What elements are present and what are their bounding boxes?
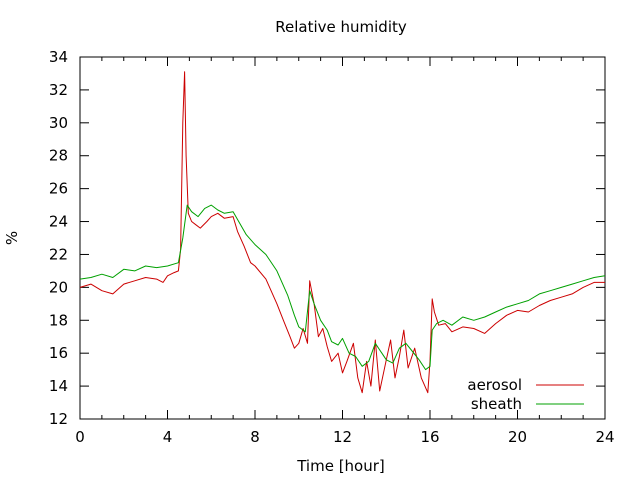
series-line-aerosol xyxy=(79,71,605,394)
y-tick-label: 34 xyxy=(49,48,68,66)
series-layer xyxy=(79,71,606,394)
y-tick-label: 16 xyxy=(49,344,68,362)
x-tick-label: 8 xyxy=(250,428,260,446)
x-tick-label: 20 xyxy=(508,428,527,446)
x-tick-label: 24 xyxy=(595,428,614,446)
chart-title: Relative humidity xyxy=(275,18,407,36)
x-tick-label: 12 xyxy=(333,428,352,446)
x-tick-label: 16 xyxy=(420,428,439,446)
legend-label-sheath: sheath xyxy=(471,395,522,413)
y-tick-label: 22 xyxy=(49,245,68,263)
plot-frame xyxy=(79,56,606,420)
series-line-sheath xyxy=(79,204,606,371)
y-tick-label: 26 xyxy=(49,180,68,198)
y-tick-label: 18 xyxy=(49,311,68,329)
x-tick-label: 4 xyxy=(163,428,173,446)
y-tick-label: 32 xyxy=(49,81,68,99)
y-tick-label: 30 xyxy=(49,114,68,132)
y-tick-label: 12 xyxy=(49,410,68,428)
y-axis-label: % xyxy=(3,231,21,245)
x-axis-label: Time [hour] xyxy=(296,457,385,475)
y-tick-label: 14 xyxy=(49,377,68,395)
y-tick-label: 20 xyxy=(49,278,68,296)
y-tick-label: 24 xyxy=(49,213,68,231)
x-tick-label: 0 xyxy=(75,428,85,446)
y-tick-label: 28 xyxy=(49,147,68,165)
axis-ticks: 0 4 8 12 16 20 24 12 14 16 18 20 22 24 26 28 30 32 34 xyxy=(49,48,615,446)
legend-label-aerosol: aerosol xyxy=(467,376,522,394)
